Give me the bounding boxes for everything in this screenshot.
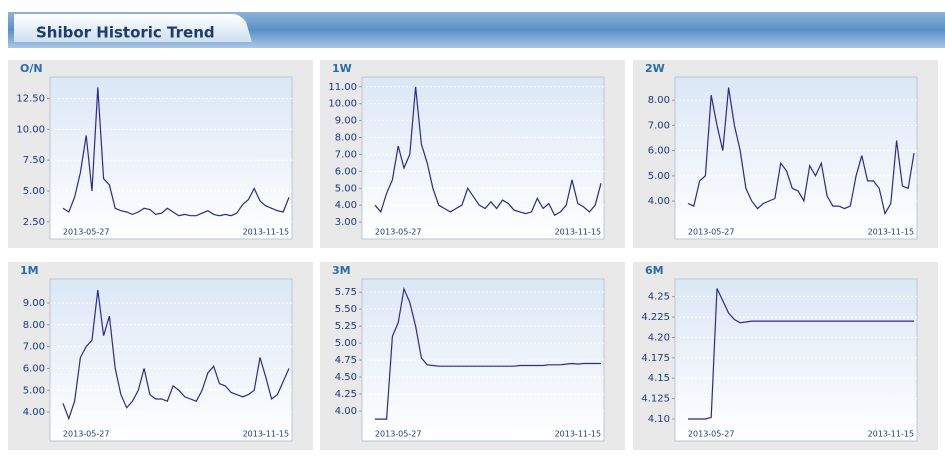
plot-area xyxy=(49,76,293,240)
y-tick-label: 6.00 xyxy=(648,146,670,157)
x-tick-label: 2013-05-27 xyxy=(63,430,110,439)
plot-area xyxy=(674,278,918,442)
y-tick-label: 5.00 xyxy=(23,186,45,197)
y-tick-label: 4.00 xyxy=(648,196,670,207)
y-tick-label: 11.00 xyxy=(328,82,357,93)
y-tick-label: 10.00 xyxy=(328,99,357,110)
y-tick-label: 10.00 xyxy=(16,124,45,135)
y-tick-label: 5.50 xyxy=(335,304,357,315)
plot-area xyxy=(361,76,605,240)
plot-area xyxy=(674,76,918,240)
plot-area xyxy=(49,278,293,442)
y-tick-label: 7.50 xyxy=(23,155,45,166)
y-tick-label: 4.00 xyxy=(335,200,357,211)
panel-title: 6M xyxy=(645,264,664,277)
x-tick-label: 2013-11-15 xyxy=(868,228,915,237)
x-tick-label: 2013-11-15 xyxy=(555,430,602,439)
y-tick-label: 4.00 xyxy=(335,406,357,417)
panel-title: 3M xyxy=(332,264,351,277)
y-tick-label: 5.00 xyxy=(335,338,357,349)
x-tick-label: 2013-11-15 xyxy=(555,228,602,237)
y-tick-label: 6.00 xyxy=(23,363,45,374)
y-tick-label: 5.00 xyxy=(23,385,45,396)
y-tick-label: 8.00 xyxy=(23,320,45,331)
y-tick-label: 5.75 xyxy=(335,287,357,298)
x-tick-label: 2013-05-27 xyxy=(375,228,422,237)
y-tick-label: 7.00 xyxy=(335,149,357,160)
series-line xyxy=(375,286,601,420)
panel-title: 2W xyxy=(645,62,665,75)
y-tick-label: 4.175 xyxy=(641,353,670,364)
y-tick-label: 7.00 xyxy=(23,342,45,353)
header-tab xyxy=(14,14,252,42)
panel-title: O/N xyxy=(20,62,43,75)
y-tick-label: 4.125 xyxy=(641,394,670,405)
y-tick-label: 8.00 xyxy=(335,133,357,144)
y-tick-label: 9.00 xyxy=(335,116,357,127)
y-tick-label: 2.50 xyxy=(23,217,45,228)
x-tick-label: 2013-05-27 xyxy=(688,228,735,237)
panel-title: 1M xyxy=(20,264,39,277)
x-tick-label: 2013-05-27 xyxy=(375,430,422,439)
y-tick-label: 4.75 xyxy=(335,355,357,366)
y-tick-label: 12.50 xyxy=(16,94,45,105)
y-tick-label: 4.50 xyxy=(335,372,357,383)
series-line xyxy=(688,288,914,420)
y-tick-label: 9.00 xyxy=(23,298,45,309)
y-tick-label: 4.15 xyxy=(648,373,670,384)
x-tick-label: 2013-11-15 xyxy=(868,430,915,439)
y-tick-label: 4.20 xyxy=(648,332,670,343)
y-tick-label: 6.00 xyxy=(335,166,357,177)
y-tick-label: 3.00 xyxy=(335,217,357,228)
y-tick-label: 7.00 xyxy=(648,120,670,131)
y-tick-label: 4.25 xyxy=(648,292,670,303)
y-tick-label: 4.00 xyxy=(23,407,45,418)
x-tick-label: 2013-11-15 xyxy=(243,430,290,439)
y-tick-label: 5.00 xyxy=(335,183,357,194)
series-line xyxy=(62,289,290,421)
y-tick-label: 8.00 xyxy=(648,95,670,106)
series-line xyxy=(62,87,290,217)
header-title: Shibor Historic Trend xyxy=(36,24,215,42)
x-tick-label: 2013-11-15 xyxy=(243,228,290,237)
y-tick-label: 4.10 xyxy=(648,414,670,425)
y-tick-label: 4.25 xyxy=(335,389,357,400)
y-tick-label: 5.25 xyxy=(335,321,357,332)
x-tick-label: 2013-05-27 xyxy=(63,228,110,237)
series-line xyxy=(374,86,602,217)
y-tick-label: 5.00 xyxy=(648,171,670,182)
series-line xyxy=(687,87,915,216)
x-tick-label: 2013-05-27 xyxy=(688,430,735,439)
y-tick-label: 4.225 xyxy=(641,312,670,323)
panel-title: 1W xyxy=(332,62,352,75)
